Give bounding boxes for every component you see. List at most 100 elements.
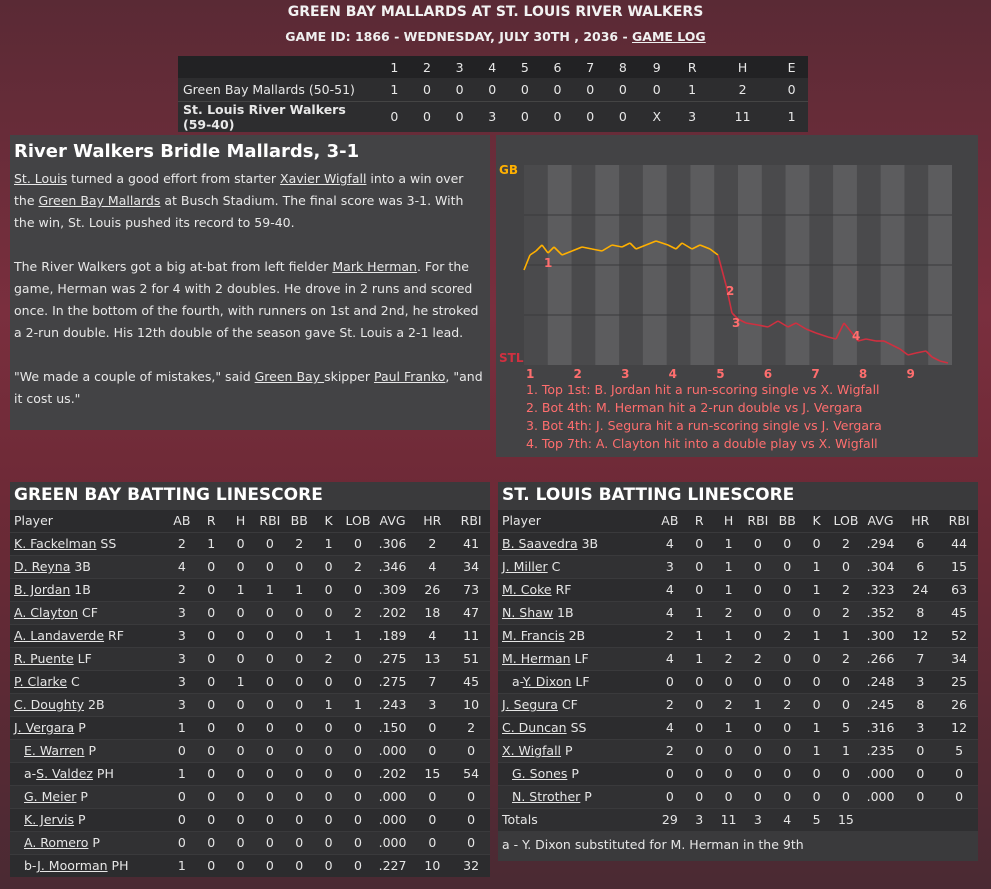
player-name-link[interactable]: N. Shaw [502,605,554,620]
team-link-green-bay[interactable]: Green Bay [254,369,325,384]
team-link-st-louis[interactable]: St. Louis [14,171,68,186]
stat-cell: 1 [255,577,285,601]
table-row: a-Y. Dixon LF 0 0 0 0 0 0 0.248 3 25 [498,669,978,693]
stat-cell: .300 [860,623,901,647]
linescore-cell: 0 [390,109,399,124]
stat-cell: 1 [801,715,832,739]
player-name-link[interactable]: R. Puente [14,651,74,666]
linescore-header-cell: 7 [573,56,607,78]
player-name-link[interactable]: N. Strother [512,789,581,804]
player-name-link[interactable]: A. Clayton [14,605,79,620]
team-link-green-bay-mallards[interactable]: Green Bay Mallards [38,193,161,208]
stat-cell: 0 [412,784,453,808]
stat-cell: 7 [900,646,941,670]
stat-cell: .000 [860,761,901,785]
st-louis-batting-panel: ST. LOUIS BATTING LINESCORE Player AB R H RB… [498,482,978,861]
player-name-link[interactable]: X. Wigfall [502,743,562,758]
stat-cell: 0 [412,807,453,831]
stat-cell: 0 [772,761,802,785]
player-name-link[interactable]: Y. Dixon [522,674,572,689]
player-name-link[interactable]: K. Jervis [24,812,75,827]
stat-cell: 0 [772,577,802,601]
stat-cell: .243 [372,692,413,716]
table-row: M. Coke RF 4 0 1 0 0 1 2.323 24 63 [498,577,978,601]
player-name-link[interactable]: J. Miller [502,559,548,574]
stat-cell: 4 [655,577,685,601]
player-position: CF [78,605,98,620]
person-link-paul-franko[interactable]: Paul Franko [373,369,446,384]
player-link-mark-herman[interactable]: Mark Herman [332,259,417,274]
player-name-link[interactable]: J. Moorman [37,858,108,874]
stat-cell: 0 [225,531,256,555]
player-name-link[interactable]: M. Francis [502,628,565,643]
linescore-cell: 0 [639,78,675,102]
player-name-link[interactable]: S. Valdez [36,766,93,781]
stat-cell: 15 [412,761,453,785]
linescore-cell: 0 [541,78,574,102]
game-log-link[interactable]: GAME LOG [632,29,706,44]
stat-cell: 0 [284,646,314,670]
stat-cell: 1 [713,531,744,555]
player-cell: D. Reyna 3B [10,554,168,578]
stat-cell: 2 [743,646,773,670]
batting-header-cell: RBI [452,510,490,532]
scoring-note: 1. Top 1st: B. Jordan hit a run-scoring … [526,382,880,397]
stat-cell: 0 [196,623,226,647]
player-name-link[interactable]: E. Warren [24,743,85,758]
probability-segment [699,244,711,250]
stat-cell: 32 [452,853,490,877]
player-name-link[interactable]: M. Herman [502,651,571,666]
stat-cell: 0 [940,784,978,808]
player-cell: X. Wigfall P [498,738,656,762]
stat-cell: 1 [167,715,197,739]
player-name-link[interactable]: P. Clarke [14,674,68,689]
stat-cell: 2 [343,554,373,578]
batting-header-cell: HR [900,510,941,532]
player-name-link[interactable]: G. Sones [512,766,568,781]
stat-cell: 0 [196,761,226,785]
stat-cell: 4 [655,531,685,555]
player-name-link[interactable]: A. Romero [24,835,89,850]
player-name-link[interactable]: B. Jordan [14,582,71,597]
linescore-cell: 0 [422,109,431,124]
table-row: N. Strother P 0 0 0 0 0 0 0.000 0 0 [498,784,978,808]
player-name-link[interactable]: A. Landaverde [14,628,105,643]
linescore-cell: 0 [410,78,444,102]
player-name-link[interactable]: K. Fackelman [14,536,97,551]
stat-cell: 0 [225,715,256,739]
stat-cell: 0 [196,554,226,578]
player-cell: G. Meier P [10,784,168,808]
linescore-cell: 0 [475,78,509,102]
player-link-xavier-wigfall[interactable]: Xavier Wigfall [280,171,367,186]
stat-cell: 6 [900,531,941,555]
stat-cell: 25 [940,669,978,693]
player-name-link[interactable]: C. Duncan [502,720,567,735]
stat-cell: 2 [772,623,802,647]
stat-cell: .294 [860,531,901,555]
player-name-link[interactable]: D. Reyna [14,559,71,574]
stat-cell: 2 [713,600,744,624]
player-name-link[interactable]: B. Saavedra [502,536,578,551]
table-row: G. Sones P 0 0 0 0 0 0 0.000 0 0 [498,761,978,785]
stat-cell: 0 [225,784,256,808]
player-name-link[interactable]: J. Vergara [14,720,75,735]
probability-segment [717,254,727,286]
stat-cell: 0 [196,646,226,670]
probability-segment [601,244,613,252]
linescore-cell: 0 [586,109,595,124]
player-name-link[interactable]: G. Meier [24,789,77,804]
player-name-link[interactable]: J. Segura [502,697,558,712]
stat-cell: 0 [284,853,314,877]
stat-cell: 45 [940,600,978,624]
stat-cell: 0 [743,554,773,578]
stat-cell: 0 [196,669,226,693]
stat-cell: 0 [284,738,314,762]
linescore-header-cell: 4 [475,56,509,78]
stat-cell: 1 [831,738,861,762]
player-name-link[interactable]: C. Doughty [14,697,85,712]
recap-text: turned a good effort from starter [67,171,281,186]
probability-segment [757,324,769,328]
player-name-link[interactable]: M. Coke [502,582,552,597]
probability-segment [939,360,949,364]
batting-header-row: Player AB R H RBI BB K LOB AVG HR RBI [498,510,978,532]
